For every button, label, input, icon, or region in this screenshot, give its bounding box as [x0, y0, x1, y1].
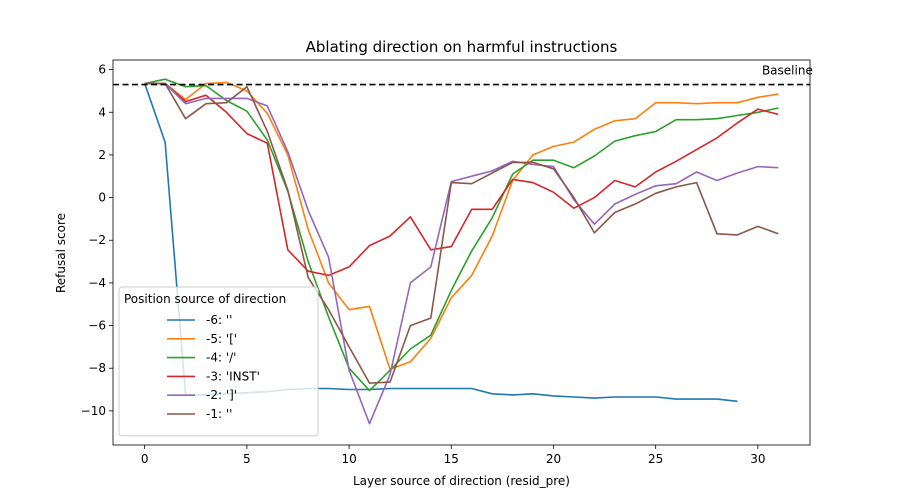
y-axis-ticks: −10 −8 −6 −4 −2 0 2 4 6 [81, 63, 113, 418]
legend-label-2: -5: '[' [206, 332, 237, 346]
y-tick-label: −2 [88, 233, 106, 247]
y-tick-label: −10 [81, 404, 106, 418]
y-axis-label: Refusal score [54, 213, 68, 293]
plot-area-frame [112, 59, 811, 446]
x-tick-label: 0 [141, 452, 149, 466]
baseline: Baseline [113, 64, 813, 86]
y-tick-label: 6 [98, 63, 106, 77]
series-line-4 [144, 82, 779, 277]
legend-box [118, 286, 319, 437]
x-tick-label: 20 [546, 452, 561, 466]
y-tick-label: −8 [88, 361, 106, 375]
legend-label-1: -6: '' [206, 313, 232, 327]
y-tick-label: −6 [88, 319, 106, 333]
x-axis-ticks: 0 5 10 15 20 25 30 [141, 445, 766, 466]
y-tick-label: −4 [88, 276, 106, 290]
legend-title: Position source of direction [124, 292, 286, 306]
chart-title: Ablating direction on harmful instructio… [306, 38, 618, 56]
x-tick-label: 5 [243, 452, 251, 466]
plot-lines [143, 78, 779, 425]
series-line-3 [144, 78, 779, 392]
series-line-6 [144, 82, 779, 384]
legend-label-4: -3: 'INST' [206, 369, 260, 383]
legend-label-6: -1: '' [206, 407, 232, 421]
y-tick-label: 4 [98, 105, 106, 119]
series-line-5 [144, 82, 779, 425]
x-tick-label: 10 [341, 452, 356, 466]
legend-label-5: -2: ']' [206, 388, 237, 402]
legend: Position source of direction -6: '' -5: '… [118, 286, 319, 437]
x-tick-label: 30 [750, 452, 765, 466]
y-tick-label: 0 [98, 191, 106, 205]
x-tick-label: 25 [648, 452, 663, 466]
baseline-label: Baseline [762, 64, 813, 78]
x-axis-label: Layer source of direction (resid_pre) [353, 474, 570, 488]
y-tick-label: 2 [98, 148, 106, 162]
x-tick-label: 15 [444, 452, 459, 466]
legend-label-3: -4: '/' [206, 351, 236, 365]
